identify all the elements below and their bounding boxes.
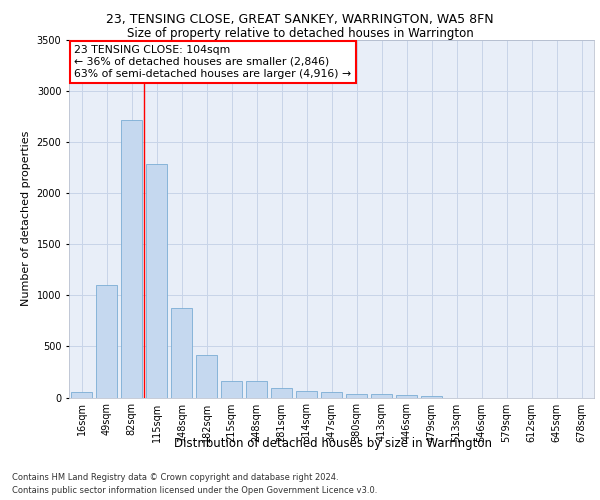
Bar	[171, 308, 192, 398]
Bar	[271, 388, 292, 398]
Text: Contains public sector information licensed under the Open Government Licence v3: Contains public sector information licen…	[12, 486, 377, 495]
Bar	[421, 396, 442, 398]
Text: Size of property relative to detached houses in Warrington: Size of property relative to detached ho…	[127, 28, 473, 40]
Bar	[321, 392, 342, 398]
Text: Contains HM Land Registry data © Crown copyright and database right 2024.: Contains HM Land Registry data © Crown c…	[12, 472, 338, 482]
Bar	[246, 381, 267, 398]
Bar	[146, 164, 167, 398]
Text: 23 TENSING CLOSE: 104sqm
← 36% of detached houses are smaller (2,846)
63% of sem: 23 TENSING CLOSE: 104sqm ← 36% of detach…	[74, 46, 352, 78]
Bar	[71, 392, 92, 398]
Bar	[121, 120, 142, 398]
Bar	[196, 354, 217, 398]
Bar	[296, 392, 317, 398]
Bar	[221, 380, 242, 398]
Text: Distribution of detached houses by size in Warrington: Distribution of detached houses by size …	[174, 438, 492, 450]
Bar	[371, 394, 392, 398]
Text: 23, TENSING CLOSE, GREAT SANKEY, WARRINGTON, WA5 8FN: 23, TENSING CLOSE, GREAT SANKEY, WARRING…	[106, 12, 494, 26]
Y-axis label: Number of detached properties: Number of detached properties	[21, 131, 31, 306]
Bar	[96, 285, 117, 398]
Bar	[396, 395, 417, 398]
Bar	[346, 394, 367, 398]
